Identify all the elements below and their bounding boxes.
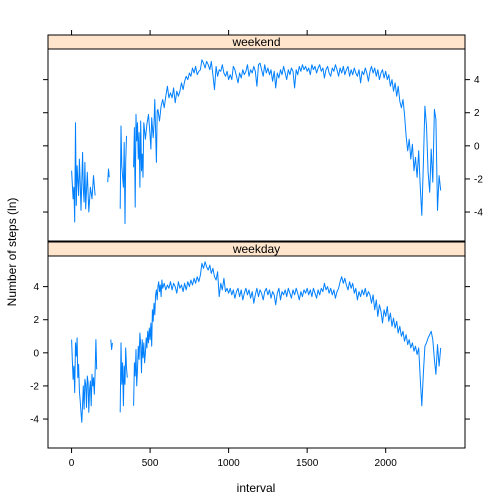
panel-weekend: weekend -4 -2 0 2 4 [43, 34, 483, 242]
series-line-weekend-3 [133, 59, 442, 216]
series-line-weekend-0 [71, 122, 96, 223]
x-tick-label: 1000 [217, 458, 240, 469]
series-line-weekday-0 [71, 337, 98, 423]
y-tick-label-weekend: -4 [474, 208, 483, 219]
y-tick-label-weekday: 0 [33, 348, 39, 359]
y-tick-label-weekday: 4 [33, 282, 39, 293]
x-tick-label: 500 [142, 458, 159, 469]
panel-weekday: weekday -4 -2 0 2 4 [30, 241, 470, 449]
series-line-weekend-1 [107, 168, 110, 183]
y-tick-label-weekend: 0 [474, 141, 480, 152]
strip-label-weekday: weekday [232, 242, 280, 256]
y-tick-label-weekend: 2 [474, 108, 480, 119]
y-tick-label-weekday: -4 [30, 415, 39, 426]
x-tick-label: 0 [69, 458, 75, 469]
x-tick-label: 1500 [296, 458, 319, 469]
strip-label-weekend: weekend [231, 35, 280, 49]
series-line-weekday-2 [119, 342, 128, 413]
y-tick-label-weekend: -2 [474, 174, 483, 185]
series-line-weekday-1 [110, 339, 113, 350]
plot-frame-weekday [47, 255, 466, 449]
series-line-weekday-3 [133, 261, 442, 407]
y-tick-label-weekday: 2 [33, 315, 39, 326]
y-axis-label: Number of steps (ln) [5, 198, 19, 307]
series-line-weekend-2 [119, 125, 127, 225]
x-axis-label: interval [237, 481, 276, 495]
x-tick-label: 2000 [375, 458, 398, 469]
y-tick-label-weekday: -2 [30, 381, 39, 392]
y-tick-label-weekend: 4 [474, 75, 480, 86]
plot-frame-weekend [47, 48, 466, 242]
